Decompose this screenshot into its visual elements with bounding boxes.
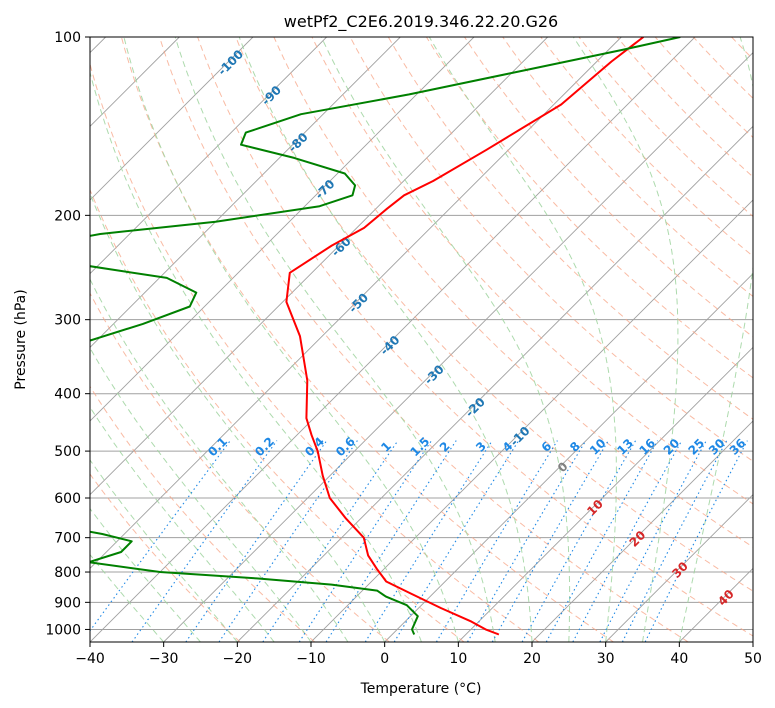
moist-adiabat-line [123, 37, 459, 642]
x-tick-label: 10 [449, 651, 467, 667]
y-tick-label: 900 [54, 595, 81, 611]
isotherm-line [531, 420, 753, 642]
profile-series [90, 37, 681, 636]
x-axis-label: Temperature (°C) [360, 681, 482, 697]
dry-adiabat-line [159, 37, 689, 642]
mixing-ratio-line [185, 440, 328, 642]
dry-adiabat-line [90, 188, 465, 642]
y-axis-label: Pressure (hPa) [13, 289, 29, 389]
dry-adiabat-line [387, 37, 753, 420]
dry-adiabat-line [90, 473, 241, 642]
mixing-ratio-line [393, 440, 520, 642]
dry-adiabat-line [197, 37, 753, 637]
isotherm-line [310, 199, 753, 642]
moist-adiabat-line [428, 37, 617, 642]
moist-adiabat-line [572, 37, 679, 642]
dry-adiabat-line [90, 62, 540, 642]
isotherm-line [458, 346, 753, 642]
mixing-ratio-line [298, 440, 432, 642]
y-tick-label: 500 [54, 444, 81, 460]
mixing-ratio-line [621, 440, 728, 642]
x-tick-label: −40 [75, 651, 105, 667]
moist-adiabat-line [90, 347, 312, 642]
series-line [285, 37, 645, 636]
dry-adiabat-line [425, 37, 753, 379]
moist-adiabat-line [90, 278, 349, 642]
mixing-ratio-line [572, 440, 683, 642]
moist-adiabat-line [174, 37, 496, 642]
moist-adiabat-line [678, 37, 753, 642]
y-tick-label: 100 [54, 30, 81, 46]
isotherm-line [90, 37, 475, 422]
isotherm-line [90, 37, 254, 201]
isotherm-line [90, 37, 548, 496]
mixing-ratio-line [467, 440, 587, 642]
y-tick-label: 200 [54, 208, 81, 224]
mixing-ratio-line [435, 440, 558, 642]
mixing-ratio-line [521, 440, 637, 642]
y-tick-label: 1000 [45, 622, 81, 638]
dry-adiabat-line [502, 37, 753, 298]
y-tick-label: 600 [54, 491, 81, 507]
mixing-ratio-line [545, 440, 659, 642]
dry-adiabat-line [120, 37, 614, 642]
mixing-ratio-line [131, 440, 278, 642]
moist-adiabat-line [90, 70, 422, 642]
dry-adiabat-line [90, 292, 390, 642]
x-tick-label: −30 [149, 651, 179, 667]
x-tick-label: 40 [670, 651, 688, 667]
moist-adiabat-line [238, 37, 533, 642]
dry-adiabat-line [464, 37, 753, 338]
isotherm-line [605, 494, 753, 642]
y-tick-label: 300 [54, 313, 81, 329]
dry-adiabat-line [235, 37, 753, 592]
x-axis: −40 −30 −20 −10 0 10 20 30 40 50 [75, 642, 762, 667]
moist-adiabat-line [90, 406, 275, 642]
isotherm-line [90, 37, 327, 275]
x-tick-label: 50 [744, 651, 762, 667]
x-tick-label: 30 [597, 651, 615, 667]
x-tick-label: −20 [223, 651, 253, 667]
dry-adiabat-line [90, 385, 316, 642]
y-tick-label: 700 [54, 531, 81, 547]
x-tick-label: 0 [380, 651, 389, 667]
plot-frame [89, 36, 754, 643]
reference-lines [90, 37, 753, 642]
y-tick-label: 400 [54, 387, 81, 403]
x-tick-label: 20 [523, 651, 541, 667]
dry-adiabat-line [273, 37, 753, 548]
mixing-ratio-line [599, 440, 707, 642]
series-line [90, 37, 681, 635]
y-axis: 100 200 300 400 500 600 700 800 900 1000 [45, 30, 90, 638]
moist-adiabat-line [90, 459, 238, 642]
moist-adiabat-line [320, 37, 571, 642]
dry-adiabat-line [349, 37, 753, 462]
dry-adiabat-line [311, 37, 753, 505]
mixing-ratio-line [364, 440, 493, 642]
mixing-ratio-line [491, 440, 609, 642]
isotherm-line [237, 125, 753, 642]
y-tick-label: 800 [54, 565, 81, 581]
chart-title: wetPf2_C2E6.2019.346.22.20.G26 [284, 12, 558, 32]
isotherm-line [90, 37, 401, 348]
x-tick-label: −10 [296, 651, 326, 667]
moist-adiabat-line [90, 192, 386, 642]
isotherm-line [163, 52, 753, 642]
mixing-ratio-line [644, 440, 748, 642]
isotherm-line [384, 273, 753, 642]
isotherm-line [90, 37, 622, 569]
